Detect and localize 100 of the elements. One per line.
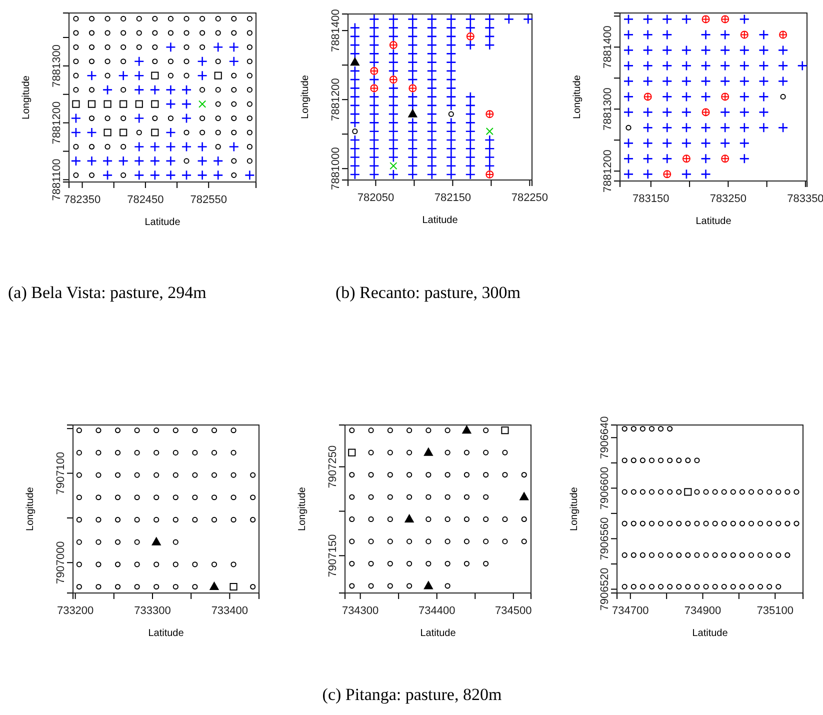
point [486, 128, 494, 136]
y-tick-label: 7906640 [599, 416, 611, 460]
point [370, 84, 378, 92]
y-axis-title: Longitude [572, 74, 583, 119]
point [682, 154, 690, 163]
y-tick-label: 7906520 [599, 568, 611, 611]
point [721, 92, 730, 101]
y-tick-label: 7881400 [330, 9, 342, 52]
y-tick-label: 7881200 [602, 150, 614, 192]
point [134, 113, 144, 124]
point [104, 100, 112, 108]
point [86, 156, 97, 166]
x-tick-label: 782350 [64, 194, 101, 206]
point [212, 170, 224, 180]
point [166, 84, 176, 95]
point [404, 514, 414, 523]
y-tick-label: 7881200 [330, 78, 342, 121]
point [702, 15, 710, 24]
x-tick-label: 733400 [211, 605, 248, 618]
y-axis-title: Longitude [297, 486, 308, 531]
point [70, 113, 82, 124]
y-tick-label: 7907100 [55, 452, 67, 495]
point [120, 128, 128, 136]
x-axis-title: Latitude [422, 215, 458, 226]
point [212, 42, 224, 52]
x-tick-label: 782550 [190, 194, 227, 206]
point [70, 127, 82, 138]
point [350, 58, 360, 66]
point [370, 66, 378, 75]
point [134, 70, 144, 81]
point [779, 30, 788, 39]
x-tick-label: 782150 [434, 192, 472, 204]
point [150, 156, 160, 166]
point [501, 426, 509, 434]
y-tick-label: 7907150 [327, 534, 339, 578]
point [166, 42, 176, 52]
point [626, 124, 632, 130]
point [644, 92, 652, 101]
point [134, 170, 144, 180]
point [197, 56, 208, 67]
text: (c) Pitanga: pasture, 820m [322, 685, 502, 704]
point [181, 113, 192, 124]
point [118, 70, 128, 81]
x-tick-label: 782250 [511, 192, 548, 204]
x-tick-label: 734300 [342, 605, 379, 618]
x-axis-title: Latitude [144, 217, 181, 228]
point [663, 170, 672, 178]
point [721, 15, 730, 24]
x-tick-label: 783250 [710, 193, 747, 206]
y-tick-label: 7881300 [602, 88, 614, 131]
point [197, 142, 208, 152]
y-axis-title: Longitude [569, 486, 580, 531]
x-tick-label: 783350 [787, 193, 823, 206]
x-tick-label: 734700 [612, 605, 649, 618]
y-tick-label: 7906600 [599, 466, 611, 510]
point [150, 84, 160, 95]
point [352, 128, 358, 134]
point [102, 84, 113, 95]
point [166, 170, 176, 180]
point [166, 127, 176, 138]
point [389, 76, 398, 84]
point [70, 156, 82, 166]
point [486, 110, 494, 118]
point [151, 128, 159, 136]
point [740, 30, 748, 39]
point [151, 72, 159, 80]
point [134, 56, 144, 67]
y-tick-label: 7881200 [51, 101, 63, 144]
point [120, 100, 128, 108]
point [88, 100, 96, 108]
point [102, 156, 113, 166]
text: (a) Bela Vista: pasture, 294m [8, 283, 206, 302]
point [151, 100, 159, 108]
point [780, 94, 786, 100]
y-tick-label: 7907000 [55, 541, 67, 584]
y-tick-label: 7907250 [327, 445, 339, 488]
point [134, 142, 144, 152]
point [118, 156, 128, 166]
y-tick-label: 7881100 [51, 158, 63, 201]
point [197, 70, 208, 81]
x-tick-label: 733200 [56, 605, 94, 618]
y-axis-title: Longitude [21, 75, 32, 120]
point [135, 100, 143, 108]
x-tick-label: 735100 [756, 605, 794, 618]
point [104, 128, 112, 136]
y-tick-label: 7881000 [330, 147, 342, 190]
y-axis-title: Longitude [25, 486, 36, 531]
point [244, 170, 255, 180]
point [520, 492, 529, 500]
point [181, 98, 192, 110]
point [408, 84, 417, 92]
x-tick-label: 733300 [134, 605, 171, 618]
y-axis-title: Longitude [300, 74, 311, 119]
point [181, 170, 192, 180]
x-axis-title: Latitude [420, 628, 456, 639]
point [424, 448, 433, 456]
point [228, 142, 240, 152]
point [197, 156, 208, 166]
point [166, 156, 176, 166]
y-tick-label: 7906560 [599, 517, 611, 560]
